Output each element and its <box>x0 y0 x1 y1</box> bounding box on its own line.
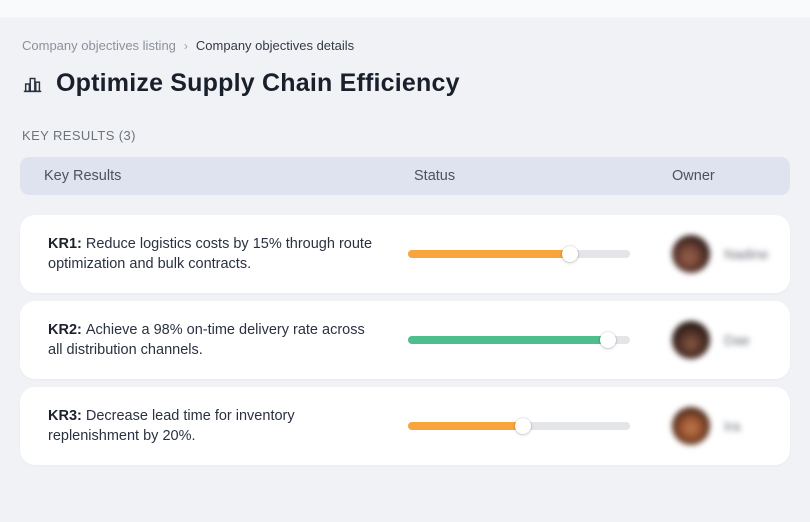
kr2-progress-slider[interactable] <box>408 332 630 348</box>
kr1-label: KR1: <box>48 236 86 252</box>
avatar <box>672 321 710 359</box>
key-results-section-label: KEY RESULTS (3) <box>22 128 136 143</box>
table-row-kr1[interactable]: KR1: Reduce logistics costs by 15% throu… <box>20 215 790 293</box>
buildings-icon <box>22 73 44 95</box>
avatar <box>672 407 710 445</box>
kr3-description: KR3: Decrease lead time for inventory re… <box>20 406 408 446</box>
page-content: Company objectives listing › Company obj… <box>0 38 810 465</box>
progress-knob[interactable] <box>599 332 616 348</box>
kr1-owner-cell: Nadine <box>662 235 790 273</box>
table-row-kr2[interactable]: KR2: Achieve a 98% on-time delivery rate… <box>20 301 790 379</box>
progress-knob[interactable] <box>562 246 579 262</box>
kr1-description: KR1: Reduce logistics costs by 15% throu… <box>20 234 408 274</box>
breadcrumb-details-link[interactable]: Company objectives details <box>195 38 355 53</box>
page-title: Optimize Supply Chain Efficiency <box>56 69 460 97</box>
table-header: Key Results Status Owner <box>20 157 790 195</box>
column-header-status: Status <box>414 168 456 184</box>
kr3-progress-slider[interactable] <box>408 418 630 434</box>
progress-fill <box>408 336 608 344</box>
kr2-label: KR2: <box>48 322 86 338</box>
column-header-owner: Owner <box>672 168 715 184</box>
table-row-kr3[interactable]: KR3: Decrease lead time for inventory re… <box>20 387 790 465</box>
breadcrumb: Company objectives listing › Company obj… <box>20 38 790 53</box>
owner-name-blurred: Ira <box>724 418 741 434</box>
column-header-key-results: Key Results <box>44 168 122 184</box>
owner-name-blurred: Dae <box>724 332 750 348</box>
owner-name-blurred: Nadine <box>724 246 769 262</box>
kr3-text: Decrease lead time for inventory repleni… <box>48 408 295 444</box>
progress-fill <box>408 250 571 258</box>
kr3-label: KR3: <box>48 408 86 424</box>
title-row: Optimize Supply Chain Efficiency <box>20 69 790 98</box>
kr1-progress-slider[interactable] <box>408 246 630 262</box>
progress-fill <box>408 422 524 430</box>
kr1-text: Reduce logistics costs by 15% through ro… <box>48 236 373 272</box>
breadcrumb-listing-link[interactable]: Company objectives listing <box>22 38 176 53</box>
kr3-owner-cell: Ira <box>662 407 790 445</box>
key-results-list: KR1: Reduce logistics costs by 15% throu… <box>20 215 790 465</box>
kr2-text: Achieve a 98% on-time delivery rate acro… <box>48 322 365 358</box>
progress-knob[interactable] <box>515 418 532 434</box>
avatar <box>672 235 710 273</box>
kr2-description: KR2: Achieve a 98% on-time delivery rate… <box>20 320 408 360</box>
kr2-owner-cell: Dae <box>662 321 790 359</box>
top-strip <box>0 0 810 18</box>
chevron-right-icon: › <box>183 38 188 53</box>
